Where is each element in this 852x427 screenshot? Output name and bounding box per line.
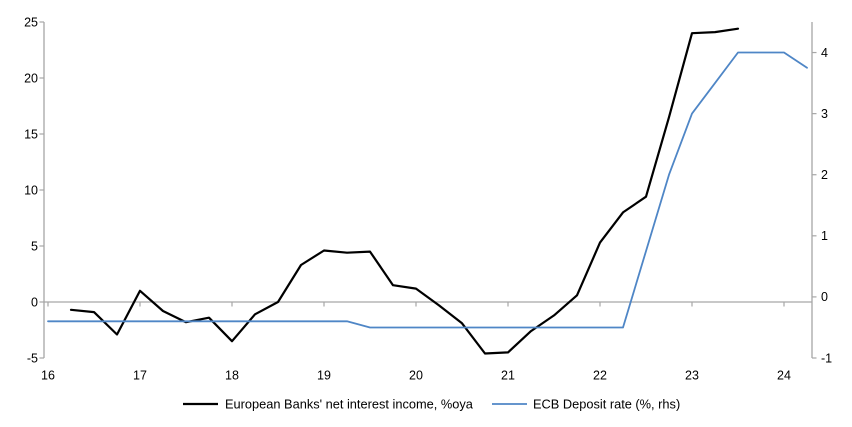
x-axis-tick-label: 16 [41, 369, 55, 383]
left-axis-tick-label: 25 [24, 15, 38, 29]
legend: European Banks' net interest income, %oy… [183, 397, 680, 412]
x-axis-tick-label: 23 [685, 369, 699, 383]
x-axis-tick-label: 19 [317, 369, 331, 383]
legend-label-nii: European Banks' net interest income, %oy… [225, 397, 474, 412]
right-axis-tick-label: 1 [821, 229, 828, 243]
x-axis-tick-label: 21 [501, 369, 515, 383]
right-axis-tick-label: 4 [821, 46, 828, 60]
ecb-deposit-rate-line [47, 51, 808, 329]
left-axis-tick-label: 5 [31, 239, 38, 253]
european-banks-nii-line [69, 27, 740, 355]
x-axis-tick-label: 22 [593, 369, 607, 383]
x-axis-tick-label: 18 [225, 369, 239, 383]
grid-layer [44, 301, 812, 307]
legend-label-deposit-rate: ECB Deposit rate (%, rhs) [533, 397, 680, 412]
x-axis-tick-label: 24 [777, 369, 791, 383]
x-axis-tick-label: 20 [409, 369, 423, 383]
series-layer [47, 27, 808, 355]
left-axis-tick-label: -5 [27, 351, 38, 365]
right-axis-tick-label: 3 [821, 107, 828, 121]
left-axis-tick-label: 10 [24, 183, 38, 197]
left-axis-tick-label: 15 [24, 127, 38, 141]
right-axis-tick-label: 2 [821, 168, 828, 182]
right-axis-tick-label: -1 [821, 351, 832, 365]
left-axis-tick-label: 20 [24, 71, 38, 85]
left-axis-tick-label: 0 [31, 295, 38, 309]
x-axis-tick-label: 17 [133, 369, 147, 383]
right-axis-tick-label: 0 [821, 290, 828, 304]
